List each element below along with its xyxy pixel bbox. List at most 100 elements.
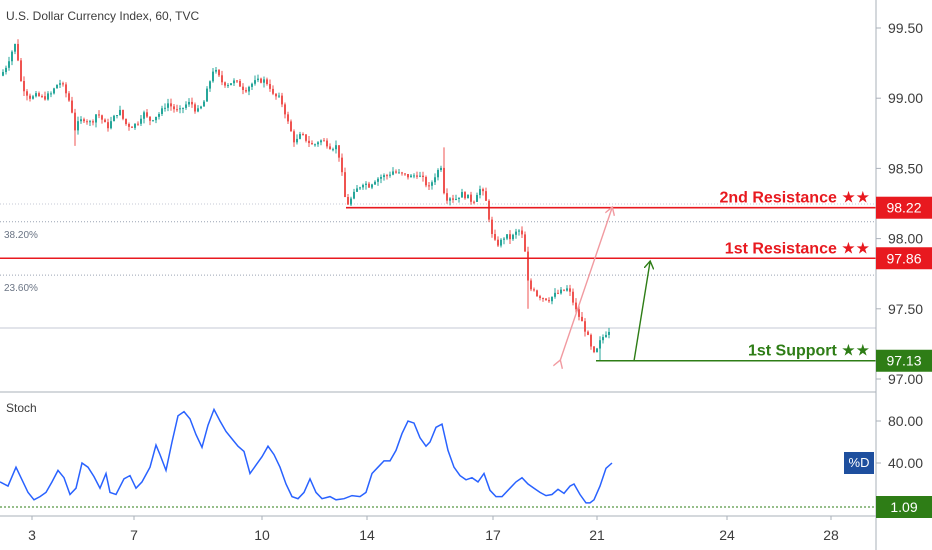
candle [137,121,139,126]
candle [437,168,439,181]
candle-body [194,104,196,112]
candle-body [449,198,451,201]
candle-body [11,51,13,62]
candle-body [575,302,577,310]
candle-body [512,234,514,240]
candle [176,104,178,112]
candle [95,114,97,128]
candle-body [257,78,259,81]
candle-body [377,178,379,182]
candle-body [515,231,517,235]
resistance-2-value: 98.22 [886,200,921,216]
candle-body [245,89,247,92]
candle-body [314,144,316,146]
price-tick-label: 98.50 [888,160,923,176]
candle-body [329,146,331,150]
candle [515,228,517,239]
candle [353,188,355,200]
candle-body [308,140,310,144]
candle [326,138,328,149]
candle [41,94,43,98]
time-tick-label: 17 [485,527,501,543]
candle [152,119,154,122]
candle [125,118,127,126]
candle [224,81,226,88]
candle [389,171,391,178]
candle-body [260,78,262,83]
candle [386,173,388,180]
candle [146,109,148,118]
candle-body [113,115,115,122]
support-1-value: 97.13 [886,353,921,369]
candle-body [2,72,4,76]
fib-label: 23.60% [4,283,38,294]
candle [107,118,109,132]
candle-body [581,316,583,322]
candle-body [32,96,34,99]
candle-body [350,198,352,205]
candle-body [146,112,148,117]
candle-body [323,140,325,142]
candle-body [335,145,337,150]
candle [134,123,136,130]
stoch-indicator [0,407,876,508]
candle [77,116,79,135]
candle [266,77,268,86]
candle [227,83,229,89]
candle-body [470,194,472,202]
candle [311,140,313,145]
candle-body [518,230,520,232]
candle [338,145,340,162]
candle [50,91,52,98]
candle [248,85,250,96]
fibonacci-levels: 38.20% 23.60% [0,203,876,329]
candle-body [437,169,439,178]
candle-body [497,239,499,246]
candle [374,180,376,185]
candle-body [116,115,118,117]
candle [539,294,541,301]
candle-body [446,193,448,201]
candle [443,147,445,195]
time-tick-label: 14 [359,527,375,543]
candle-body [443,167,445,194]
candle [440,165,442,172]
candle-body [401,172,403,174]
price-tick-label: 99.50 [888,20,923,36]
candle-body [593,346,595,353]
candle [59,79,61,88]
candle [482,187,484,196]
candle [359,186,361,191]
candle-body [275,93,277,97]
candle [47,91,49,101]
candle [194,102,196,114]
candle [251,82,253,90]
candle [269,79,271,92]
candle [278,92,280,98]
candle [56,84,58,89]
candle [362,183,364,190]
candle-body [284,104,286,115]
candle-body [71,100,73,113]
candle-body [5,67,7,73]
candle [380,174,382,184]
candle-body [62,83,64,85]
candle [32,94,34,100]
candle [542,297,544,302]
candle [263,76,265,88]
candle [239,79,241,87]
candle-body [140,118,142,124]
candle-body [176,109,178,111]
candle [551,296,553,305]
candle-body [545,298,547,301]
candle [485,187,487,201]
candle-body [266,79,268,85]
candle-body [14,43,16,52]
candle [518,229,520,236]
candle [122,109,124,121]
candle [461,188,463,198]
candle-body [368,183,370,188]
candle-body [173,106,175,110]
price-tick-label: 98.00 [888,231,923,247]
candle [308,136,310,148]
